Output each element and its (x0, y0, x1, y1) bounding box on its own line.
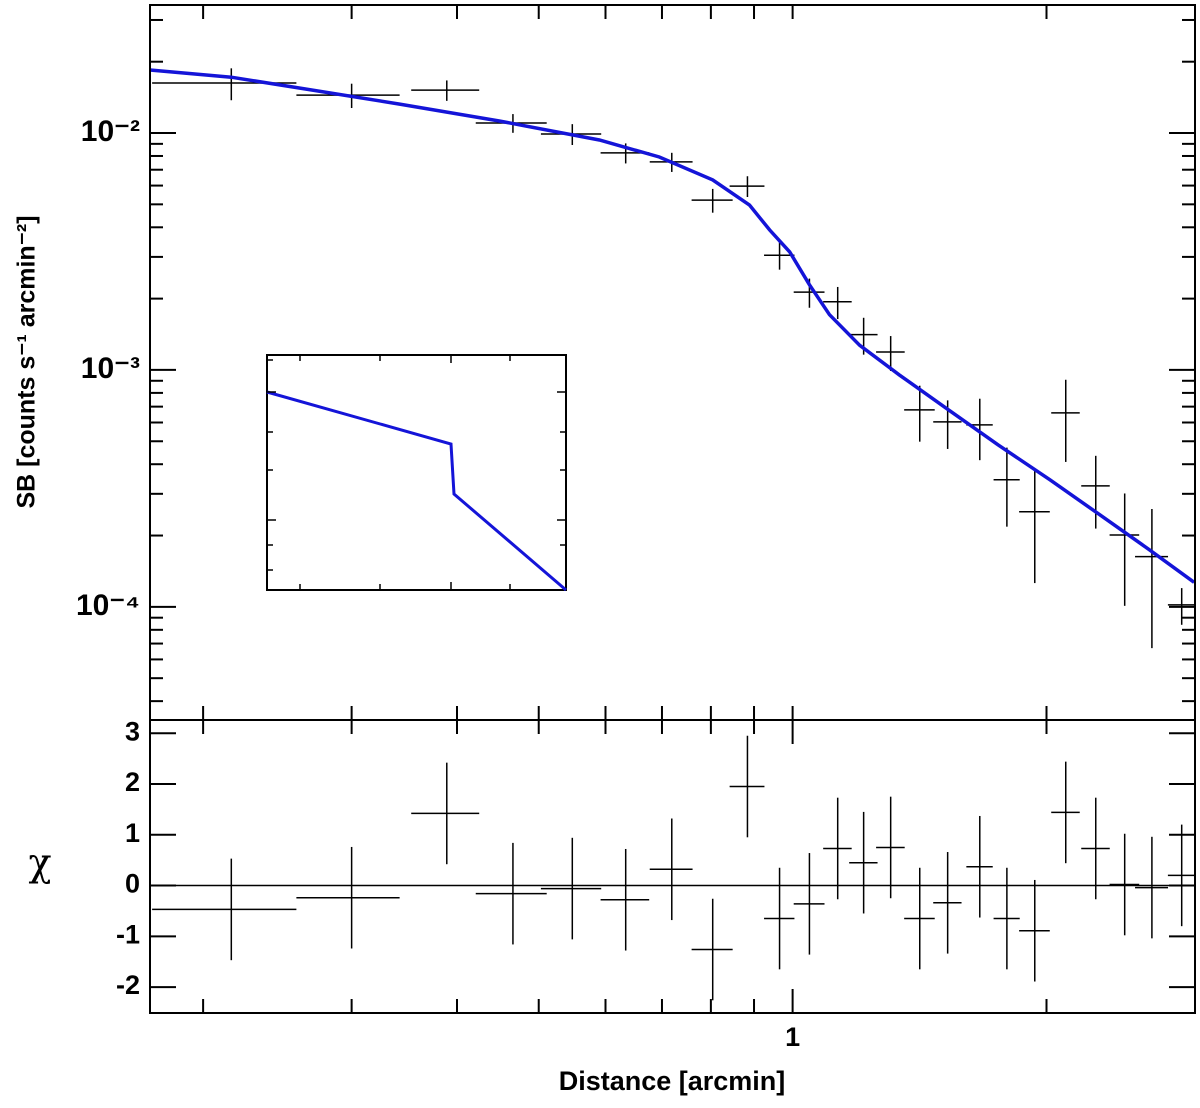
y-tick-label: 10⁻² (81, 115, 140, 148)
y-tick-label: -1 (116, 919, 140, 949)
x-axis-title: Distance [arcmin] (559, 1066, 786, 1096)
y-tick-label: -2 (116, 970, 140, 1000)
y-tick-label: 1 (125, 818, 140, 848)
inset (266, 354, 567, 592)
y-axis-title: SB [counts s⁻¹ arcmin⁻²] (13, 215, 41, 508)
x-tick-label: 1 (785, 1022, 800, 1052)
y-tick-label: 3 (125, 716, 140, 746)
frame (149, 719, 1196, 1014)
y-tick-label: 0 (125, 869, 140, 899)
inset-curve (266, 390, 567, 592)
inset-ticks (267, 355, 566, 590)
y-axis-title: χ (28, 841, 51, 885)
inset-frame (266, 354, 567, 591)
y-tick-label: 2 (125, 767, 140, 797)
y-tick-label: 10⁻³ (81, 352, 140, 385)
y-tick-label: 10⁻⁴ (76, 589, 140, 622)
model-curve (149, 68, 1196, 584)
